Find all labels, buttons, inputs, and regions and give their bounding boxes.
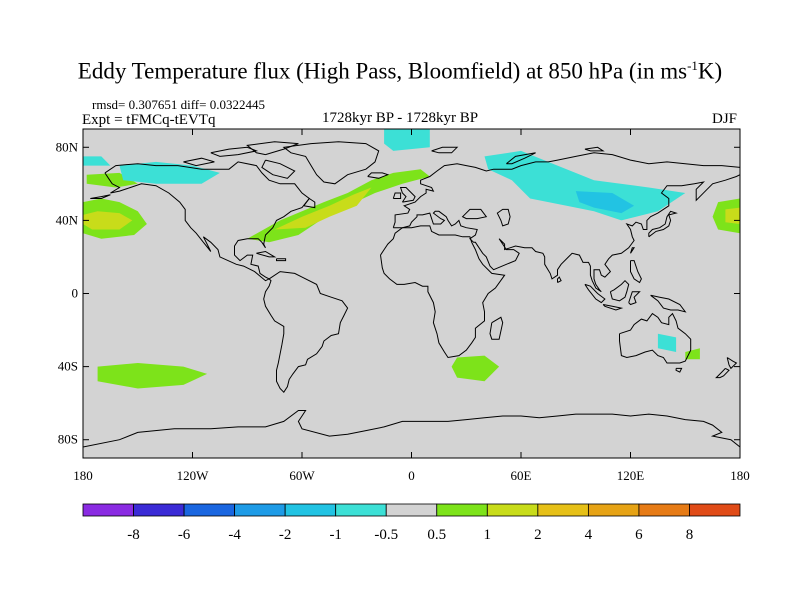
- coastline-sri-lanka: [557, 276, 562, 283]
- anomaly-region-8: [119, 161, 220, 184]
- coastline-new-guinea: [650, 294, 687, 313]
- colorbar-swatch-9: [537, 503, 589, 517]
- lon-tick-label-6: 180: [730, 468, 750, 483]
- coastline-sulawesi: [628, 291, 641, 306]
- anomaly-region-9: [384, 129, 430, 151]
- coastline-great-britain: [399, 187, 416, 203]
- lon-tick-label-3: 0: [408, 468, 415, 483]
- coastline-africa: [380, 225, 506, 359]
- coastline-japan: [648, 210, 678, 238]
- coastline-philippines: [630, 260, 642, 284]
- title-tail: K): [697, 58, 723, 84]
- coastline-arctic-islands-2: [183, 157, 215, 167]
- lat-tick-label-2: 0: [72, 286, 79, 301]
- coastline-madagascar: [489, 316, 504, 340]
- lon-tick-label-5: 120E: [617, 468, 645, 483]
- lat-tick-label-3: 40S: [58, 359, 78, 374]
- lon-tick-label-2: 60W: [289, 468, 315, 483]
- colorbar-swatch-3: [234, 503, 286, 517]
- anomaly-region-13: [451, 355, 500, 382]
- colorbar-swatch-10: [587, 503, 640, 517]
- colorbar-label-3: -2: [279, 527, 292, 543]
- anomaly-region-7: [83, 156, 111, 166]
- map-background: [83, 129, 740, 458]
- colorbar-label-4: -1: [329, 527, 342, 543]
- colorbar-label-10: 6: [635, 527, 643, 543]
- anomaly-region-15: [685, 348, 700, 360]
- colorbar-label-6: 0.5: [427, 527, 446, 543]
- period-label: 1728kyr BP - 1728kyr BP: [322, 110, 479, 126]
- coastline-tasmania: [675, 367, 683, 373]
- anomaly-region-5: [274, 187, 372, 230]
- coastline-ireland: [392, 192, 402, 199]
- lon-tick-label-1: 120W: [177, 468, 210, 483]
- coastline-newfoundland: [303, 197, 316, 209]
- anomaly-region-1: [83, 211, 133, 230]
- title-superscript: -1: [687, 58, 698, 73]
- coastline-north-america: [104, 161, 311, 282]
- coastlines: [83, 141, 740, 448]
- anomaly-region-14: [657, 333, 677, 352]
- coastline-svalbard: [431, 146, 459, 154]
- lat-tick-label-0: 80N: [56, 139, 79, 154]
- colorbar-swatch-0: [82, 503, 134, 517]
- season-label: DJF: [712, 111, 738, 127]
- colorbar-swatch-12: [689, 503, 741, 517]
- coastline-sumatra: [584, 283, 606, 304]
- coastline-baffin: [261, 159, 296, 179]
- coastline-new-zealand-south: [715, 367, 730, 379]
- coastline-antarctica: [83, 410, 740, 448]
- colorbar-swatch-8: [486, 503, 539, 517]
- colorbar-label-7: 1: [484, 527, 492, 543]
- colorbar-label-11: 8: [686, 527, 694, 543]
- anomaly-region-3: [725, 207, 740, 224]
- coastline-severnaya-zemlya: [584, 146, 605, 152]
- lon-tick-label-4: 60E: [511, 468, 532, 483]
- coastline-arctic-islands-3: [246, 141, 299, 156]
- coastline-arctic-islands-1: [210, 146, 259, 157]
- colorbar-swatch-1: [133, 503, 185, 517]
- anomaly-region-12: [97, 363, 208, 389]
- coastline-java: [602, 304, 624, 311]
- coastline-eurasia-africa: [392, 152, 740, 293]
- coastline-borneo: [609, 279, 630, 302]
- colorbar-label-8: 2: [534, 527, 542, 543]
- plot-title: Eddy Temperature flux (High Pass, Bloomf…: [0, 58, 800, 85]
- coastline-caspian: [496, 208, 511, 227]
- anomaly-fields: [83, 129, 740, 389]
- coastline-new-zealand-north: [726, 357, 738, 370]
- lat-tick-label-1: 40N: [56, 212, 79, 227]
- coastline-australia: [619, 312, 692, 364]
- coastline-hispaniola: [276, 258, 287, 262]
- lat-tick-label-4: 80S: [58, 432, 78, 447]
- lon-tick-label-0: 180: [73, 468, 93, 483]
- coastline-greenland: [282, 141, 380, 185]
- title-main: Eddy Temperature flux (High Pass, Bloomf…: [77, 58, 688, 84]
- coastline-iceland: [367, 172, 390, 179]
- coastline-taiwan: [630, 247, 636, 254]
- colorbar: -8 -6 -4 -2 -1 -0.5 0.5 1 2 4 6 8: [82, 503, 741, 543]
- colorbar-swatch-5: [335, 503, 387, 517]
- colorbar-swatch-4: [284, 503, 337, 517]
- coastline-novaya-zemlya: [506, 152, 536, 165]
- stats-line: rmsd= 0.307651 diff= 0.0322445: [92, 97, 265, 112]
- anomaly-region-11: [575, 191, 635, 214]
- anomaly-region-10: [484, 150, 686, 221]
- coastline-south-america: [263, 271, 349, 393]
- colorbar-swatch-2: [183, 503, 236, 517]
- axis-ticks: 80N 40N 0 40S 80S 180 120W 60W 0 60E 120E 180: [56, 129, 750, 483]
- colorbar-label-9: 4: [585, 527, 593, 543]
- colorbar-swatch-6: [385, 503, 438, 517]
- experiment-label: Expt = tFMCq-tEVTq: [82, 112, 216, 128]
- colorbar-label-0: -8: [127, 527, 140, 543]
- colorbar-label-2: -4: [228, 527, 241, 543]
- colorbar-swatch-7: [436, 503, 488, 517]
- coastline-cuba: [256, 250, 277, 258]
- colorbar-label-1: -6: [178, 527, 191, 543]
- colorbar-swatch-11: [638, 503, 690, 517]
- coastline-black-sea: [461, 208, 488, 220]
- coastline-alaska-islands: [90, 194, 111, 199]
- colorbar-label-5: -0.5: [374, 527, 398, 543]
